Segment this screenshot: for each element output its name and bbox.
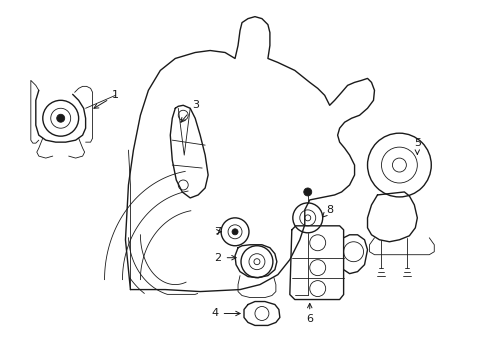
- Text: 3: 3: [181, 100, 198, 122]
- Text: 4: 4: [211, 309, 240, 319]
- Circle shape: [57, 114, 64, 122]
- Text: 8: 8: [322, 205, 332, 217]
- Text: 2: 2: [214, 253, 236, 263]
- Text: 5: 5: [413, 138, 420, 154]
- Circle shape: [232, 229, 238, 235]
- Circle shape: [303, 188, 311, 196]
- Text: 1: 1: [94, 90, 119, 108]
- Text: 7: 7: [214, 227, 221, 237]
- Text: 6: 6: [305, 303, 313, 324]
